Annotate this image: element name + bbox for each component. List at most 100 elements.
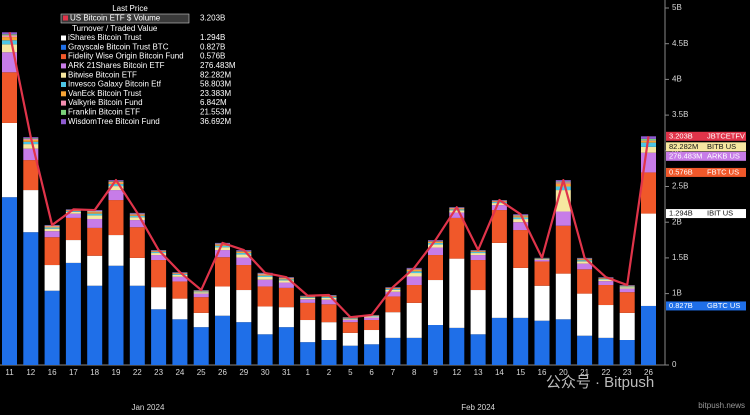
bar-segment xyxy=(44,231,60,238)
tag-ticker: BITB US xyxy=(707,142,736,151)
watermark-site: bitpush.news xyxy=(698,401,745,410)
bar-segment xyxy=(470,252,486,254)
bar-segment xyxy=(385,291,401,297)
bar-segment xyxy=(278,327,294,365)
bar-segment xyxy=(23,141,39,145)
x-tick-label: 21 xyxy=(580,368,589,377)
bar-segment xyxy=(449,258,465,328)
bar-segment xyxy=(129,257,145,286)
bar-segment xyxy=(555,273,571,320)
legend-swatch xyxy=(61,44,66,50)
month-label: Jan 2024 xyxy=(131,403,164,412)
legend-label: Valkyrie Bitcoin Fund xyxy=(68,98,143,107)
bar-segment xyxy=(619,292,635,313)
bar-segment xyxy=(555,186,571,191)
bar-segment xyxy=(236,290,252,323)
bar-segment xyxy=(555,225,571,274)
bar-segment xyxy=(321,322,337,341)
tag-ticker: IBIT US xyxy=(707,209,733,218)
bar-segment xyxy=(449,327,465,365)
bar-segment xyxy=(342,332,358,346)
bar-segment xyxy=(641,172,656,214)
bar-segment xyxy=(257,276,273,280)
bar-segment xyxy=(172,298,188,320)
legend-value: 0.827B xyxy=(200,42,225,51)
legend-value: 36.692M xyxy=(200,117,231,126)
bar-segment xyxy=(193,293,209,298)
price-tag: 0.827B GBTC US xyxy=(666,301,746,311)
volume-line xyxy=(8,32,650,319)
bar-segment xyxy=(470,260,486,291)
bar-segment xyxy=(44,228,60,232)
y-tick-label: 2.5B xyxy=(672,182,688,191)
x-tick-label: 17 xyxy=(69,368,78,377)
legend-swatch xyxy=(61,63,66,69)
bar-segment xyxy=(129,220,145,228)
x-tick-label: 19 xyxy=(112,368,121,377)
tag-box xyxy=(666,151,746,161)
x-tick-label: 6 xyxy=(369,368,374,377)
bar-segment xyxy=(321,340,337,365)
x-tick-label: 16 xyxy=(538,368,547,377)
bar-segment xyxy=(342,322,358,333)
legend-value: 0.576B xyxy=(200,52,225,61)
tag-box xyxy=(666,209,746,219)
x-tick-label: 12 xyxy=(26,368,35,377)
bar-segment xyxy=(193,312,209,328)
x-tick-label: 12 xyxy=(452,368,461,377)
x-tick-label: 22 xyxy=(133,368,142,377)
bar-segment xyxy=(619,287,635,289)
bar-segment xyxy=(129,227,145,258)
price-tag: 276.483M ARKB US xyxy=(666,151,746,161)
bar-segment xyxy=(2,44,17,53)
tag-value: 0.576B xyxy=(669,167,693,176)
bar-segment xyxy=(364,317,380,321)
legend-value: 82.282M xyxy=(200,70,231,79)
legend-label: Bitwise Bitcoin ETF xyxy=(68,70,137,79)
bar-segment xyxy=(65,240,81,263)
bar-segment xyxy=(428,325,443,365)
y-tick-label: 2B xyxy=(672,217,682,226)
bar-segment xyxy=(619,286,635,288)
legend-label: iShares Bitcoin Trust xyxy=(68,33,142,42)
bar-segment xyxy=(406,285,422,303)
bar-segment xyxy=(172,319,188,365)
bar-segment xyxy=(108,200,124,236)
bar-segment xyxy=(449,209,465,211)
y-tick-label: 3.5B xyxy=(672,110,688,119)
bar-segment xyxy=(470,290,486,335)
bar-segment xyxy=(513,317,529,365)
x-tick-label: 8 xyxy=(412,368,417,377)
bar-segment xyxy=(577,260,593,262)
bar-segment xyxy=(428,280,443,326)
tag-value: 82.282M xyxy=(669,142,698,151)
bar-segment xyxy=(87,215,103,219)
bar-segment xyxy=(321,299,337,305)
bar-segment xyxy=(406,269,422,272)
tag-value: 3.203B xyxy=(669,131,693,140)
bar-segment xyxy=(598,285,614,306)
bar-segment xyxy=(641,142,656,147)
bar-segment xyxy=(385,289,401,292)
bar-segment xyxy=(534,261,550,286)
tag-box xyxy=(666,167,746,177)
bar-segment xyxy=(449,217,465,259)
bar-segment xyxy=(534,258,550,260)
legend-value: 23.383M xyxy=(200,89,231,98)
legend-swatch xyxy=(61,72,66,78)
bar-segment xyxy=(513,267,529,318)
bar-segment xyxy=(342,318,358,320)
bar-segment xyxy=(428,247,443,256)
bar-segment xyxy=(65,213,81,218)
x-tick-label: 20 xyxy=(559,368,568,377)
price-tag: 1.294B IBIT US xyxy=(666,209,746,219)
bar-segment xyxy=(428,241,443,244)
bar-segment xyxy=(577,269,593,294)
bar-segment xyxy=(2,72,17,123)
bar-segment xyxy=(534,320,550,365)
legend: Last Price Turnover / Traded Value US Bi… xyxy=(57,4,236,126)
bar-segment xyxy=(534,259,550,262)
bar-segment xyxy=(236,322,252,365)
bar-segment xyxy=(385,289,401,290)
bar-segment xyxy=(151,309,167,365)
